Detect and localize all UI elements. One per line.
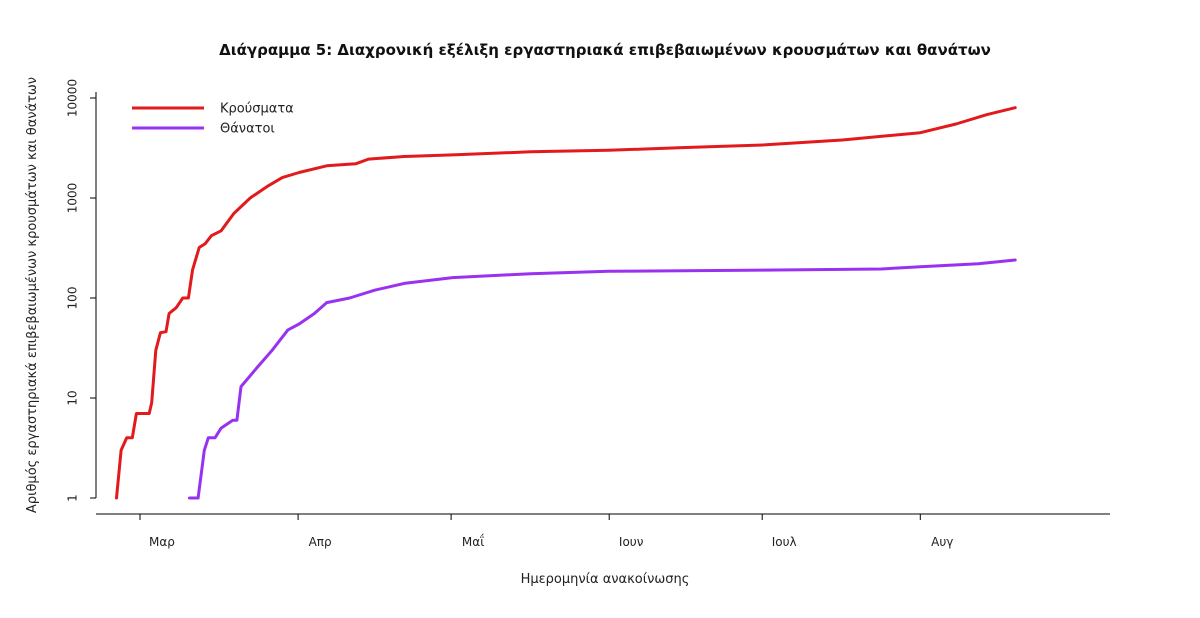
legend: Κρούσματα Θάνατοι — [132, 102, 294, 137]
x-axis-title: Ημερομηνία ανακοίνωσης — [521, 572, 690, 587]
y-tick-label: 10 — [66, 390, 80, 405]
y-tick-label: 1 — [66, 494, 80, 502]
y-tick-label: 1000 — [66, 183, 80, 214]
x-tick-label: Μαΐ — [462, 534, 484, 549]
legend-label-cases: Κρούσματα — [220, 102, 294, 117]
x-tick-label: Μαρ — [149, 535, 175, 549]
y-tick-label: 10000 — [66, 79, 80, 117]
y-axis-ticks: 1 10 100 1000 10000 — [66, 79, 96, 502]
x-tick-label: Απρ — [309, 535, 332, 549]
y-axis-title: Αριθμός εργαστηριακά επιβεβαιωμένων κρου… — [25, 77, 40, 513]
series-line-cases — [115, 106, 1017, 500]
y-tick-label: 100 — [66, 287, 80, 310]
legend-label-deaths: Θάνατοι — [220, 122, 275, 137]
series-line-deaths — [188, 258, 1017, 500]
x-tick-label: Αυγ — [931, 535, 953, 549]
chart-title: Διάγραμμα 5: Διαχρονική εξέλιξη εργαστηρ… — [219, 41, 991, 59]
x-axis-ticks: Μαρ Απρ Μαΐ Ιουν Ιουλ Αυγ — [139, 514, 953, 549]
series-lines — [115, 106, 1017, 500]
x-tick-label: Ιουλ — [772, 535, 797, 549]
x-tick-label: Ιουν — [619, 535, 644, 549]
